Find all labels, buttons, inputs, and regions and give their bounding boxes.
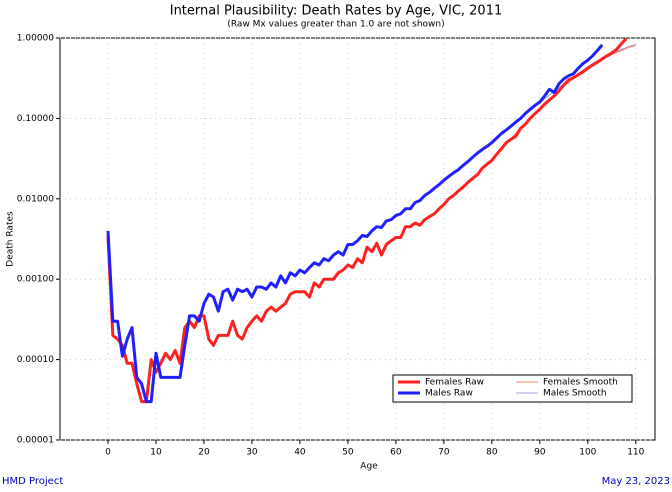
x-tick-label: 60 (390, 448, 402, 458)
x-tick-label: 50 (342, 448, 354, 458)
footer-right: May 23, 2023 (602, 476, 670, 487)
chart-title: Internal Plausibility: Death Rates by Ag… (170, 4, 503, 19)
y-tick-label: 0.00010 (17, 355, 54, 365)
series-line (491, 44, 636, 161)
legend-label: Females Raw (425, 378, 484, 388)
x-tick-label: 40 (294, 448, 306, 458)
y-tick-label: 1.00000 (17, 34, 54, 44)
y-tick-label: 0.00001 (17, 436, 54, 446)
x-tick-label: 30 (246, 448, 258, 458)
series-line (106, 43, 604, 404)
x-tick-label: 0 (105, 448, 111, 458)
legend-box (392, 374, 633, 403)
x-tick-label: 80 (486, 448, 498, 458)
x-tick-label: 110 (627, 448, 644, 458)
y-tick-label: 0.01000 (17, 194, 54, 204)
chart-subtitle: (Raw Mx values greater than 1.0 are not … (227, 20, 444, 30)
y-tick-label: 0.10000 (17, 114, 54, 124)
x-tick-label: 70 (438, 448, 450, 458)
x-axis-label: Age (360, 462, 378, 472)
plot-frame (59, 37, 656, 441)
legend-label: Males Smooth (543, 389, 607, 399)
series-line (106, 38, 628, 404)
x-tick-label: 10 (150, 448, 162, 458)
series-line (491, 44, 636, 143)
legend-label: Females Smooth (543, 378, 618, 388)
footer-left: HMD Project (2, 476, 63, 487)
y-tick-label: 0.00100 (17, 275, 54, 285)
x-tick-label: 90 (534, 448, 546, 458)
x-tick-label: 20 (198, 448, 210, 458)
x-tick-label: 100 (579, 448, 596, 458)
y-axis-label: Death Rates (6, 211, 16, 267)
legend-label: Males Raw (425, 389, 473, 399)
